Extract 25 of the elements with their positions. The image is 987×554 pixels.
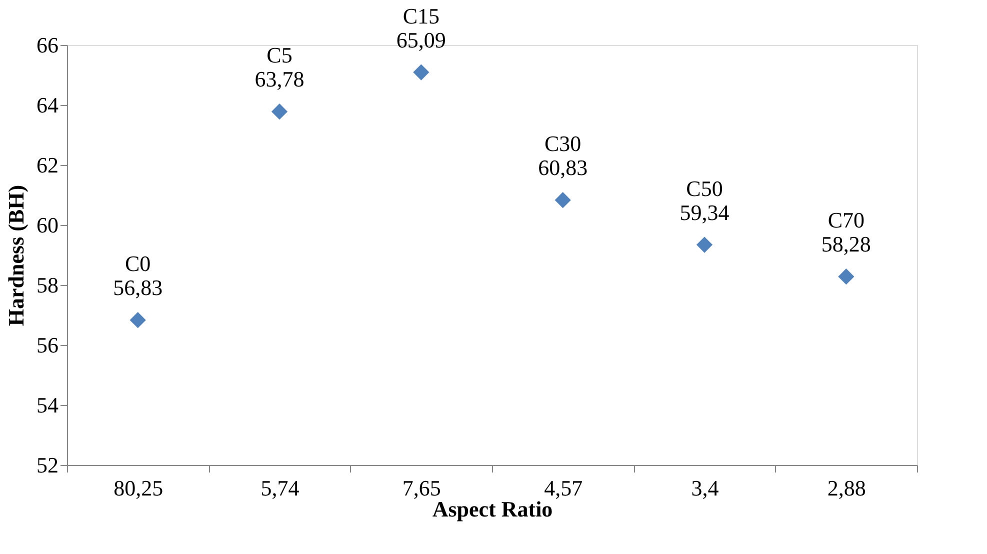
point [554,192,571,208]
data-label: C70 58,28 [821,208,871,257]
y-tick-label: 54 [36,392,58,418]
point [130,312,146,328]
y-tick-label: 64 [36,92,58,118]
point [271,104,288,120]
y-tick-label: 66 [36,32,58,58]
x-tick-label: 3,4 [691,476,719,500]
x-tick-label: 2,88 [827,476,866,500]
point [696,236,713,253]
y-axis-title: Hardness (BH) [4,184,28,326]
y-tick-label: 62 [36,152,58,178]
data-label: C15 65,09 [396,3,446,52]
data-label: C50 59,34 [680,176,730,225]
y-tick-label: 52 [36,452,58,478]
x-tick-label: 80,25 [114,476,164,500]
x-tick-label: 5,74 [260,476,300,500]
y-tick-label: 60 [36,212,58,238]
data-label: C5 63,78 [254,42,304,92]
point [838,268,854,285]
data-label: C0 56,83 [113,251,163,300]
y-tick-label: 58 [36,272,58,298]
y-tick-label: 56 [36,332,58,358]
data-label: C30 60,83 [538,131,588,180]
point [413,64,430,80]
